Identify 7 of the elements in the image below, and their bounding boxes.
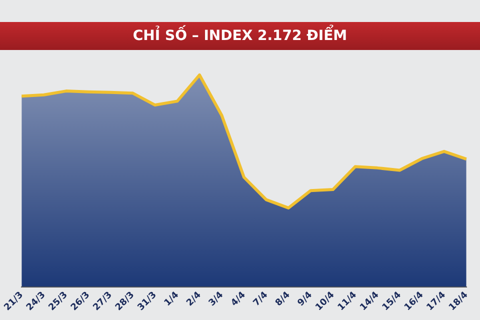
x-tick-label: 8/4 [274, 290, 292, 309]
x-tick-label: 1/4 [162, 290, 182, 309]
x-tick-label: 7/4 [252, 290, 270, 309]
x-tick-label: 3/4 [207, 290, 226, 309]
x-tick-label: 4/4 [230, 290, 248, 309]
x-tick-label: 2/4 [185, 290, 204, 309]
x-tick-label: 9/4 [296, 290, 314, 309]
